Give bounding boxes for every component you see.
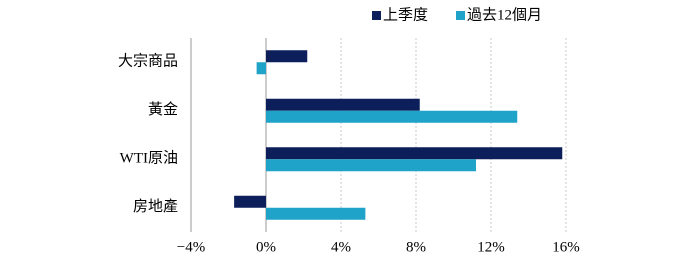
y-tick-label: WTI原油 bbox=[120, 150, 178, 167]
bar bbox=[266, 110, 518, 123]
legend-label: 上季度 bbox=[383, 6, 428, 23]
x-tick-label: 8% bbox=[406, 239, 426, 255]
legend-marker bbox=[372, 11, 381, 20]
bar bbox=[266, 147, 563, 160]
x-tick-label: 12% bbox=[477, 239, 505, 255]
bar bbox=[234, 195, 266, 208]
y-tick-label: 房地產 bbox=[133, 198, 178, 215]
y-tick-label: 大宗商品 bbox=[118, 52, 178, 70]
bar bbox=[266, 98, 420, 111]
x-tick-label: 0% bbox=[256, 239, 276, 255]
bar bbox=[266, 207, 366, 220]
x-tick-label: 4% bbox=[331, 239, 351, 255]
x-tick-label: −4% bbox=[177, 239, 205, 255]
x-tick-label: 16% bbox=[552, 239, 580, 255]
y-tick-label: 黃金 bbox=[148, 101, 178, 118]
bar bbox=[266, 50, 308, 63]
bar bbox=[266, 159, 476, 172]
legend-label: 過去12個月 bbox=[467, 6, 542, 23]
bar bbox=[256, 62, 266, 75]
legend-marker bbox=[456, 11, 466, 20]
